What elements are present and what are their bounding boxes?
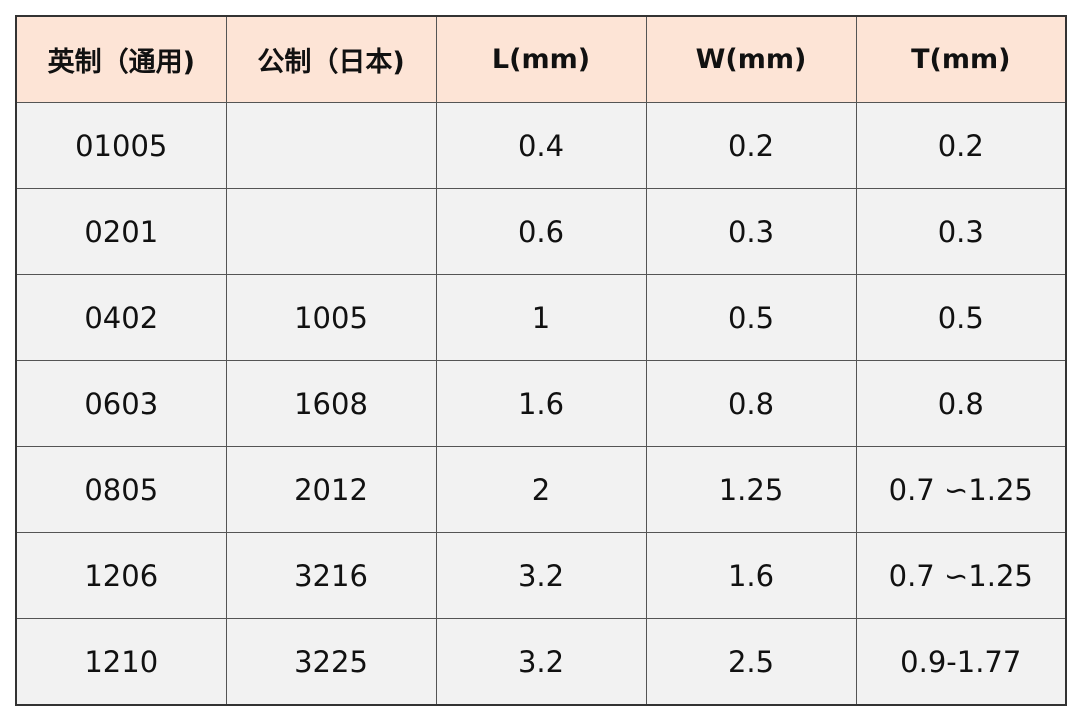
table-header: 英制（通用) 公制（日本) L(mm) W(mm) T(mm): [15, 15, 1067, 103]
cell-length: 1: [435, 274, 647, 361]
table-row: 0402 1005 1 0.5 0.5: [15, 274, 1067, 361]
cell-thickness: 0.7 ∽1.25: [855, 446, 1067, 533]
header-thickness: T(mm): [855, 15, 1067, 103]
table-row: 01005 0.4 0.2 0.2: [15, 102, 1067, 189]
cell-length: 3.2: [435, 532, 647, 619]
cell-thickness: 0.3: [855, 188, 1067, 275]
cell-thickness: 0.9-1.77: [855, 618, 1067, 706]
header-length: L(mm): [435, 15, 647, 103]
cell-thickness: 0.5: [855, 274, 1067, 361]
cell-imperial: 0805: [15, 446, 227, 533]
cell-thickness: 0.8: [855, 360, 1067, 447]
cell-metric: 3216: [225, 532, 437, 619]
cell-thickness: 0.7 ∽1.25: [855, 532, 1067, 619]
chip-size-table: 英制（通用) 公制（日本) L(mm) W(mm) T(mm) 01005 0.…: [15, 15, 1067, 706]
cell-imperial: 01005: [15, 102, 227, 189]
cell-metric: 1005: [225, 274, 437, 361]
cell-length: 1.6: [435, 360, 647, 447]
cell-metric: 2012: [225, 446, 437, 533]
header-width: W(mm): [645, 15, 857, 103]
cell-metric: 3225: [225, 618, 437, 706]
header-imperial: 英制（通用): [15, 15, 227, 103]
cell-length: 2: [435, 446, 647, 533]
header-row: 英制（通用) 公制（日本) L(mm) W(mm) T(mm): [15, 15, 1067, 103]
cell-width: 0.5: [645, 274, 857, 361]
cell-thickness: 0.2: [855, 102, 1067, 189]
cell-imperial: 1206: [15, 532, 227, 619]
cell-length: 0.4: [435, 102, 647, 189]
cell-imperial: 0603: [15, 360, 227, 447]
header-metric: 公制（日本): [225, 15, 437, 103]
cell-imperial: 1210: [15, 618, 227, 706]
cell-metric: 1608: [225, 360, 437, 447]
table-row: 0201 0.6 0.3 0.3: [15, 188, 1067, 275]
cell-length: 0.6: [435, 188, 647, 275]
table-row: 1206 3216 3.2 1.6 0.7 ∽1.25: [15, 532, 1067, 619]
cell-length: 3.2: [435, 618, 647, 706]
cell-imperial: 0201: [15, 188, 227, 275]
cell-imperial: 0402: [15, 274, 227, 361]
table-row: 0805 2012 2 1.25 0.7 ∽1.25: [15, 446, 1067, 533]
table-row: 1210 3225 3.2 2.5 0.9-1.77: [15, 618, 1067, 706]
cell-width: 2.5: [645, 618, 857, 706]
chip-size-table-container: 英制（通用) 公制（日本) L(mm) W(mm) T(mm) 01005 0.…: [15, 15, 1067, 706]
table-body: 01005 0.4 0.2 0.2 0201 0.6 0.3 0.3 0402 …: [15, 102, 1067, 706]
cell-width: 1.25: [645, 446, 857, 533]
cell-width: 1.6: [645, 532, 857, 619]
table-row: 0603 1608 1.6 0.8 0.8: [15, 360, 1067, 447]
cell-metric: [225, 102, 437, 189]
cell-width: 0.2: [645, 102, 857, 189]
cell-width: 0.3: [645, 188, 857, 275]
cell-width: 0.8: [645, 360, 857, 447]
cell-metric: [225, 188, 437, 275]
